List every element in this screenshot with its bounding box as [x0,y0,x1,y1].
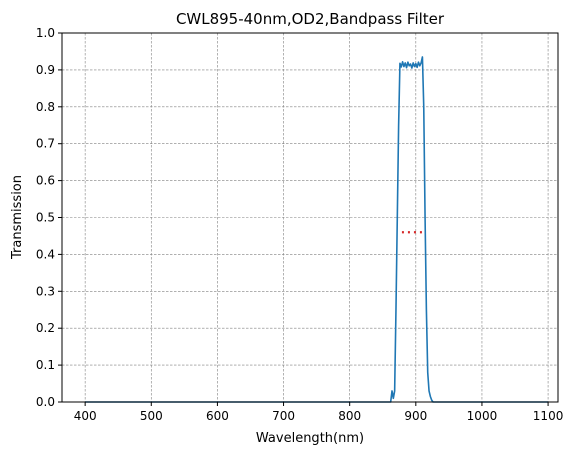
y-tick-label: 0.2 [36,321,55,335]
y-axis-label: Transmission [10,175,25,260]
grid [62,32,558,403]
plot-series [85,56,549,403]
y-tick-label: 0.8 [36,100,55,114]
x-tick-label: 1000 [467,409,498,423]
x-tick-label: 500 [140,409,163,423]
y-tick-label: 0.6 [36,174,55,188]
y-tick-label: 0.5 [36,211,55,225]
x-tick-label: 700 [272,409,295,423]
x-tick-label: 800 [338,409,361,423]
y-tick-label: 0.3 [36,284,55,298]
y-tick-label: 0.1 [36,358,55,372]
x-axis-label: Wavelength(nm) [256,431,364,446]
y-tick-label: 1.0 [36,26,55,40]
chart-title: CWL895-40nm,OD2,Bandpass Filter [176,10,445,28]
x-tick-label: 400 [74,409,97,423]
transmission-curve [85,56,549,403]
x-tick-label: 1100 [533,409,564,423]
x-tick-label: 600 [206,409,229,423]
y-tick-label: 0.9 [36,63,55,77]
y-tick-label: 0.7 [36,137,55,151]
y-tick-label: 0.4 [36,247,55,261]
y-tick-label: 0.0 [36,395,55,409]
x-tick-label: 900 [404,409,427,423]
axis-ticks: 400 500 600 700 800 900 1000 1100 0.0 0.1 0.2 0.3 0.… [36,26,563,423]
